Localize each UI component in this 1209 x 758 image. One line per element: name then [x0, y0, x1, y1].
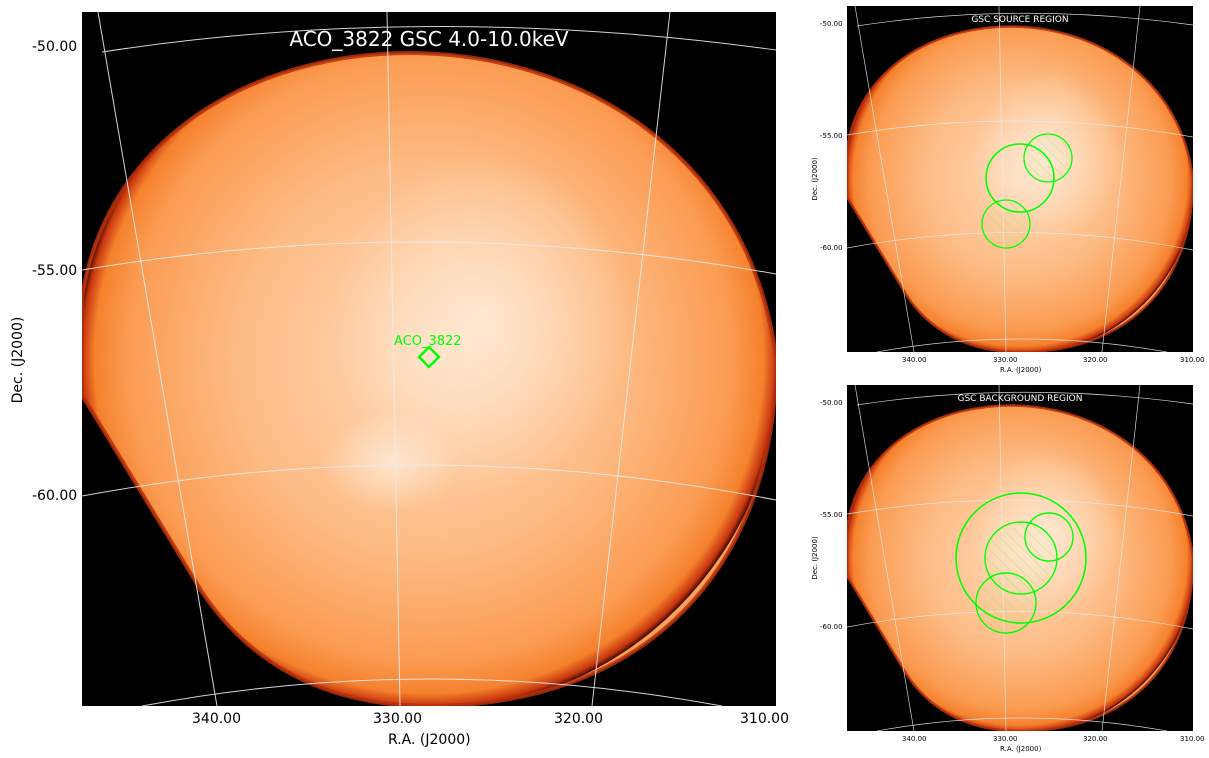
src-xtick: 340.00	[902, 356, 927, 364]
src-xtick: 320.00	[1083, 356, 1108, 364]
bkg-xtick: 320.00	[1083, 735, 1108, 743]
main-xlabel: R.A. (J2000)	[388, 732, 471, 748]
main-ytick: -60.00	[32, 488, 78, 504]
main-image-svg	[82, 12, 776, 706]
main-xtick: 320.00	[554, 711, 603, 727]
background-region-image: GSC BACKGROUND REGION	[847, 385, 1193, 731]
source-image-svg	[847, 6, 1193, 352]
source-label: ACO_3822	[394, 334, 462, 349]
src-xtick: 310.00	[1180, 356, 1205, 364]
main-xtick: 330.00	[373, 711, 422, 727]
main-ytick: -55.00	[32, 263, 78, 279]
main-panel-title: ACO_3822 GSC 4.0-10.0keV	[289, 27, 569, 51]
bkg-xtick: 340.00	[902, 735, 927, 743]
src-ytick: -50.00	[820, 20, 843, 28]
main-ylabel: Dec. (J2000)	[10, 316, 26, 404]
src-ylabel: Dec. (J2000)	[811, 157, 819, 201]
src-ytick: -60.00	[820, 244, 843, 252]
bkg-ytick: -60.00	[820, 623, 843, 631]
background-panel-title: GSC BACKGROUND REGION	[957, 394, 1083, 404]
background-regions	[955, 492, 1087, 634]
src-xtick: 330.00	[993, 356, 1018, 364]
source-panel-title: GSC SOURCE REGION	[971, 15, 1069, 25]
main-xtick: 310.00	[740, 711, 789, 727]
source-regions	[981, 133, 1073, 249]
src-ytick: -55.00	[820, 132, 843, 140]
main-xtick: 340.00	[192, 711, 241, 727]
main-ytick: -50.00	[32, 39, 78, 55]
source-marker-icon	[417, 345, 441, 369]
background-image-svg	[847, 385, 1193, 731]
source-region-image: GSC SOURCE REGION	[847, 6, 1193, 352]
bkg-xtick: 330.00	[993, 735, 1018, 743]
bkg-xlabel: R.A. (J2000)	[1000, 745, 1042, 753]
bkg-ylabel: Dec. (J2000)	[811, 536, 819, 580]
bkg-xtick: 310.00	[1180, 735, 1205, 743]
src-xlabel: R.A. (J2000)	[1000, 366, 1042, 374]
main-grid	[82, 12, 776, 706]
main-sky-image: ACO_3822 GSC 4.0-10.0keV ACO_3822	[82, 12, 776, 706]
bkg-ytick: -55.00	[820, 511, 843, 519]
bkg-ytick: -50.00	[820, 399, 843, 407]
